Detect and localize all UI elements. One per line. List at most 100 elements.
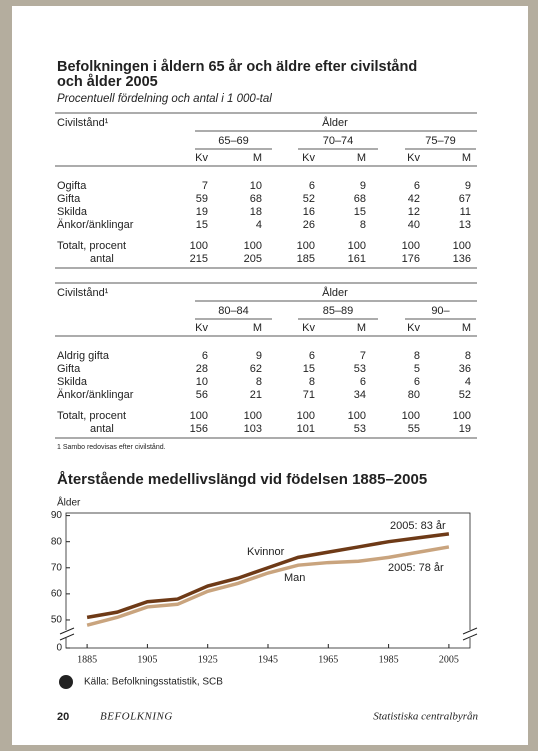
label-header: Civilstånd¹: [57, 287, 109, 299]
subheader: Kv: [195, 152, 208, 164]
source-icon: [59, 675, 73, 689]
cell: 59: [196, 193, 208, 205]
row-label: Skilda: [57, 376, 88, 388]
cell: 68: [354, 193, 366, 205]
cell: 12: [408, 206, 420, 218]
cell: 36: [459, 363, 471, 375]
cell: 34: [354, 389, 366, 401]
cell: 6: [309, 180, 315, 192]
cell: 71: [303, 389, 315, 401]
y-tick-label: 80: [51, 536, 63, 547]
legend-label: Man: [284, 572, 305, 584]
cell: 15: [303, 363, 315, 375]
cell: 9: [256, 350, 262, 362]
cell: 215: [190, 253, 208, 265]
subtitle: Procentuell fördelning och antal i 1 000…: [57, 93, 272, 105]
cell: 6: [360, 376, 366, 388]
cell: 7: [360, 350, 366, 362]
cell: 68: [250, 193, 262, 205]
legend-label: Kvinnor: [247, 546, 285, 558]
group-label: 75–79: [425, 135, 456, 147]
y-tick-label: 70: [51, 562, 63, 573]
cell: 80: [408, 389, 420, 401]
x-tick-label: 2005: [439, 654, 459, 665]
y-axis-label: Ålder: [57, 496, 81, 509]
subheader: Kv: [302, 152, 315, 164]
cell: 5: [414, 363, 420, 375]
cell: 156: [190, 423, 208, 435]
x-tick-label: 1985: [379, 654, 399, 665]
cell: 42: [408, 193, 420, 205]
row-label: Gifta: [57, 193, 81, 205]
row-label: antal: [90, 253, 114, 265]
subheader: Kv: [302, 322, 315, 334]
x-tick-label: 1925: [198, 654, 218, 665]
cell: 101: [297, 423, 315, 435]
label-header: Civilstånd¹: [57, 117, 109, 129]
group-header: Ålder: [322, 116, 348, 129]
cell: 100: [244, 240, 262, 252]
subheader: Kv: [407, 322, 420, 334]
x-tick-label: 1945: [258, 654, 278, 665]
y-tick-label: 0: [56, 643, 62, 654]
cell: 8: [414, 350, 420, 362]
row-label: Gifta: [57, 363, 81, 375]
cell: 9: [465, 180, 471, 192]
cell: 100: [190, 240, 208, 252]
title-line: Befolkningen i åldern 65 år och äldre ef…: [57, 59, 417, 90]
cell: 28: [196, 363, 208, 375]
cell: 9: [360, 180, 366, 192]
cell: 6: [414, 180, 420, 192]
cell: 8: [256, 376, 262, 388]
row-label: Totalt, procent: [57, 410, 126, 422]
row-label: antal: [90, 423, 114, 435]
group-label: 85–89: [323, 305, 354, 317]
cell: 6: [309, 350, 315, 362]
x-tick-label: 1905: [137, 654, 157, 665]
cell: 16: [303, 206, 315, 218]
cell: 53: [354, 423, 366, 435]
cell: 67: [459, 193, 471, 205]
cell: 6: [202, 350, 208, 362]
cell: 4: [465, 376, 471, 388]
annotation: 2005: 83 år: [390, 520, 446, 532]
cell: 100: [244, 410, 262, 422]
annotation: 2005: 78 år: [388, 562, 444, 574]
row-label: Aldrig gifta: [57, 350, 110, 362]
cell: 176: [402, 253, 420, 265]
row-label: Ogifta: [57, 180, 87, 192]
cell: 100: [402, 240, 420, 252]
cell: 100: [348, 410, 366, 422]
cell: 13: [459, 219, 471, 231]
cell: 100: [453, 240, 471, 252]
row-label: Änkor/änklingar: [57, 219, 134, 231]
publisher: Statistiska centralbyrån: [373, 711, 478, 723]
row-label: Änkor/änklingar: [57, 389, 134, 401]
cell: 11: [460, 206, 471, 218]
cell: 8: [465, 350, 471, 362]
cell: 100: [190, 410, 208, 422]
subheader: M: [253, 322, 262, 334]
cell: 4: [256, 219, 262, 231]
cell: 100: [402, 410, 420, 422]
series-line: [86, 532, 450, 620]
cell: 100: [348, 240, 366, 252]
cell: 53: [354, 363, 366, 375]
cell: 161: [348, 253, 366, 265]
cell: 19: [459, 423, 471, 435]
group-label: 90–: [431, 305, 450, 317]
group-label: 65–69: [218, 135, 249, 147]
cell: 52: [303, 193, 315, 205]
subheader: Kv: [195, 322, 208, 334]
cell: 10: [250, 180, 262, 192]
cell: 6: [414, 376, 420, 388]
y-tick-label: 90: [51, 510, 63, 521]
cell: 55: [408, 423, 420, 435]
y-tick-label: 50: [51, 615, 63, 626]
subheader: M: [253, 152, 262, 164]
cell: 8: [360, 219, 366, 231]
axis-break: [59, 627, 478, 641]
cell: 19: [196, 206, 208, 218]
cell: 40: [408, 219, 420, 231]
cell: 136: [453, 253, 471, 265]
